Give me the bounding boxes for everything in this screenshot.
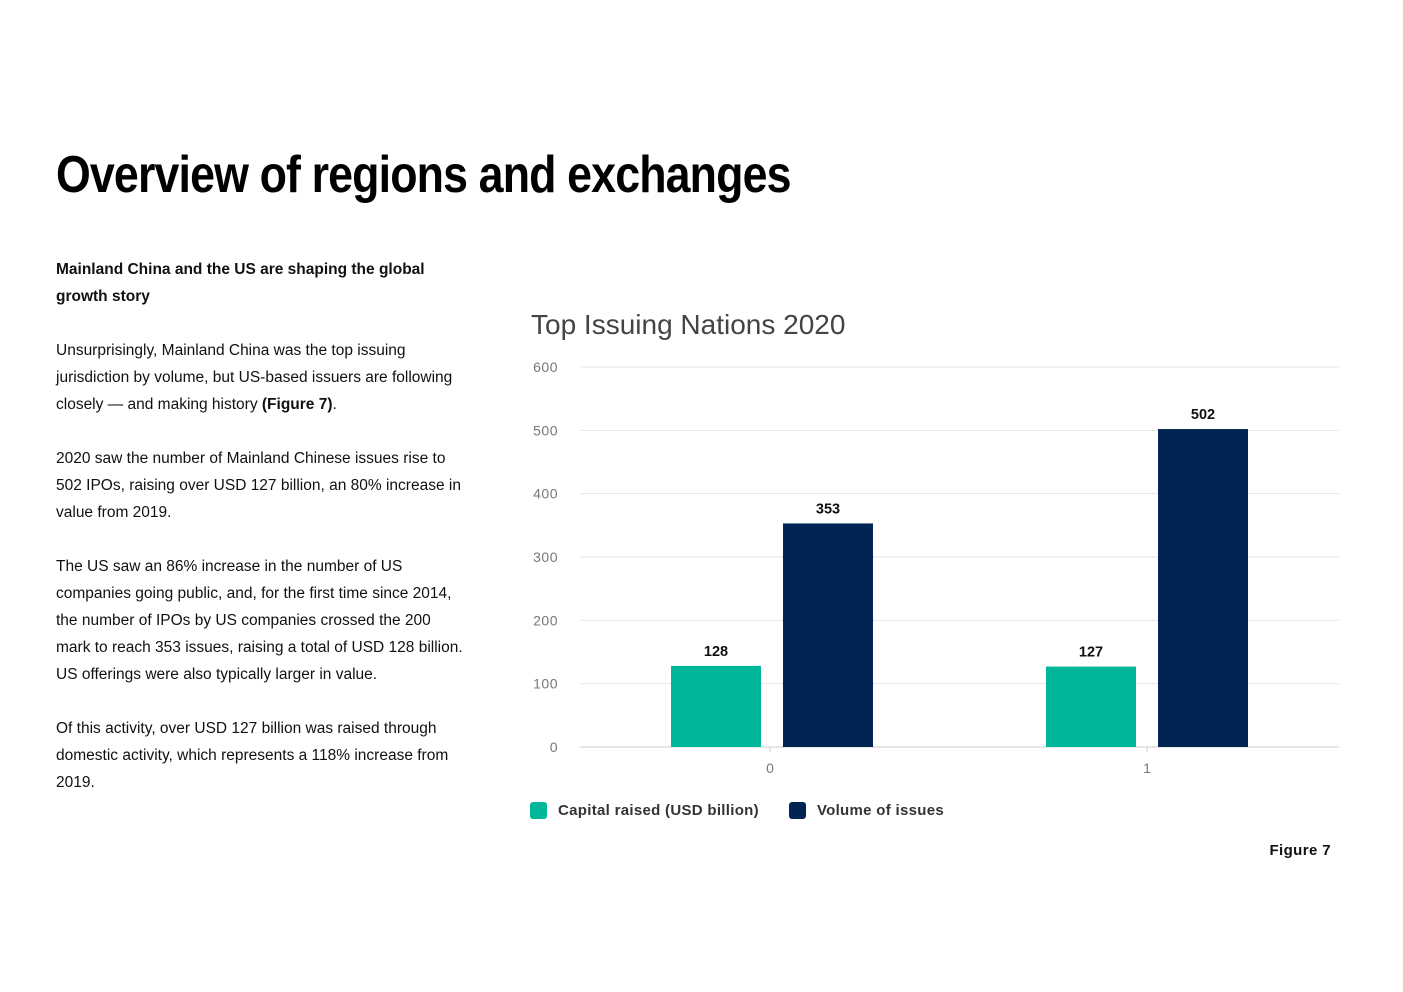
legend-label: Capital raised (USD billion): [558, 802, 759, 819]
bar: [1046, 666, 1136, 747]
data-label: 353: [816, 501, 840, 517]
page-title: Overview of regions and exchanges: [56, 146, 791, 204]
y-tick-label: 400: [533, 486, 558, 502]
bar: [1158, 429, 1248, 747]
chart-panel: Top Issuing Nations 2020 0 100 200 300 400 500…: [518, 300, 1340, 840]
figure-reference: (Figure 7): [261, 396, 333, 413]
x-tick-label: 0: [766, 760, 774, 776]
y-tick-label: 100: [533, 676, 558, 692]
bar-chart: Top Issuing Nations 2020 0 100 200 300 400 500…: [531, 309, 1339, 776]
paragraph-3: The US saw an 86% increase in the number…: [56, 558, 463, 683]
y-tick-label: 200: [533, 612, 558, 628]
data-label: 502: [1191, 407, 1215, 423]
chart-title: Top Issuing Nations 2020: [531, 309, 845, 340]
chart-legend: Capital raised (USD billion) Volume of is…: [530, 802, 974, 819]
y-tick-label: 300: [533, 549, 558, 565]
paragraph-2: 2020 saw the number of Mainland Chinese …: [56, 450, 461, 521]
legend-item: Capital raised (USD billion): [530, 802, 759, 819]
y-tick-label: 0: [550, 739, 558, 755]
legend-swatch: [530, 802, 547, 819]
paragraph-4: Of this activity, over USD 127 billion w…: [56, 720, 449, 791]
y-tick-label: 600: [533, 359, 558, 375]
x-tick-label: 1: [1143, 760, 1151, 776]
paragraph-1-text: Unsurprisingly, Mainland China was the t…: [56, 342, 453, 413]
legend-swatch: [788, 802, 806, 819]
data-label: 128: [704, 644, 728, 660]
paragraph-1-end: .: [332, 396, 337, 413]
legend-label: Volume of issues: [816, 802, 944, 819]
figure-label: Figure 7: [1269, 842, 1331, 859]
y-tick-label: 500: [533, 422, 558, 438]
bar: [671, 665, 761, 747]
paragraph-1: Unsurprisingly, Mainland China was the t…: [56, 337, 466, 418]
data-label: 127: [1079, 645, 1103, 661]
lead-paragraph: Mainland China and the US are shaping th…: [56, 261, 425, 305]
bar: [783, 523, 873, 747]
legend-item: Volume of issues: [788, 802, 944, 819]
body-text: Mainland China and the US are shaping th…: [56, 256, 466, 823]
